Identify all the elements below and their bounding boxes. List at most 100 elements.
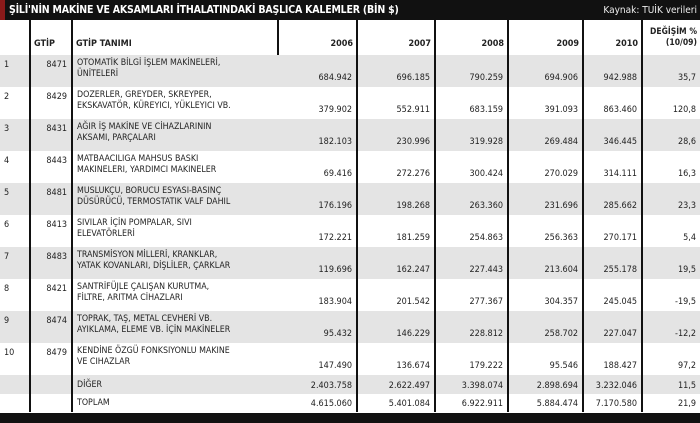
description-line-2: MAKINELERI, YARDIMCI MAKINELER <box>77 165 217 175</box>
value-2010: 285.662 <box>582 183 642 215</box>
header-2006: 2006 <box>277 20 357 55</box>
value-2007: 5.401.084 <box>356 394 435 412</box>
description-line-2: AKSAMI, PARÇALARI <box>77 133 156 143</box>
row-number: 10 <box>4 348 15 358</box>
row-number: 6 <box>4 220 10 230</box>
gtip-code: 8483 <box>29 247 72 279</box>
value-2008: 228.812 <box>434 311 508 343</box>
gtip-code: 8429 <box>29 87 72 119</box>
value-2006: 147.490 <box>318 361 352 371</box>
description-line-1: OTOMATİK BİLGİ İŞLEM MAKİNELERİ, <box>77 58 221 68</box>
value-2007: 552.911 <box>356 87 435 119</box>
value-2007: 272.276 <box>356 151 435 183</box>
table-row: 10 8479 KENDİNE ÖZGÜ FONKSIYONLU MAKINE VE … <box>0 343 700 375</box>
value-2008: 6.922.911 <box>434 394 508 412</box>
gtip-code: 8413 <box>29 215 72 247</box>
header-2010: 2010 <box>582 20 642 55</box>
value-2009: 304.357 <box>507 279 583 311</box>
table-row: 9 8474 TOPRAK, TAŞ, METAL CEVHERİ VB. AYIKL… <box>0 311 700 343</box>
change-percent: 120,8 <box>641 87 700 119</box>
gtip-description: KENDİNE ÖZGÜ FONKSIYONLU MAKINE VE CIHAZL… <box>71 343 278 375</box>
gtip-code: 8431 <box>29 119 72 151</box>
description-line-1: SANTRİFÜJLE ÇALIŞAN KURUTMA, <box>77 282 210 292</box>
row-number: 8 <box>4 284 10 294</box>
value-2008: 179.222 <box>434 343 508 375</box>
description-line-1: AĞIR İŞ MAKİNE VE CİHAZLARININ <box>77 122 212 132</box>
value-2010: 245.045 <box>582 279 642 311</box>
gtip-code: 8443 <box>29 151 72 183</box>
value-2009: 213.604 <box>507 247 583 279</box>
value-2007: 198.268 <box>356 183 435 215</box>
value-2009: 694.906 <box>507 55 583 87</box>
row-number: 7 <box>0 247 30 279</box>
value-2007: 696.185 <box>356 55 435 87</box>
value-2007: 162.247 <box>356 247 435 279</box>
description-line-2: AYIKLAMA, ELEME VB. İÇİN MAKİNELER <box>77 325 231 335</box>
change-percent: 11,5 <box>641 375 700 394</box>
table-row: 1 8471 OTOMATİK BİLGİ İŞLEM MAKİNELERİ, ÜNİ… <box>0 55 700 87</box>
value-2007: 201.542 <box>356 279 435 311</box>
table-row: 3 8431 AĞIR İŞ MAKİNE VE CİHAZLARININ AKSAM… <box>0 119 700 151</box>
header-change-label: DEĞİŞİM % <box>650 27 697 37</box>
header-2008: 2008 <box>434 20 508 55</box>
value-2010: 188.427 <box>582 343 642 375</box>
value-2008: 263.360 <box>434 183 508 215</box>
row-number: 4 <box>4 156 10 166</box>
description-line-2: ELEVATÖRLERİ <box>77 229 135 239</box>
value-2009: 270.029 <box>507 151 583 183</box>
row-number: 1 <box>0 55 30 87</box>
footer-bar <box>0 413 700 423</box>
value-2010: 3.232.046 <box>582 375 642 394</box>
row-number-empty <box>0 394 30 412</box>
gtip-description: DOZERLER, GREYDER, SKREYPER, EKSKAVATÖR, … <box>71 87 278 119</box>
gtip-description: OTOMATİK BİLGİ İŞLEM MAKİNELERİ, ÜNİTELER… <box>71 55 278 87</box>
value-2008: 300.424 <box>434 151 508 183</box>
description-line-2: FİLTRE, ARITMA CİHAZLARI <box>77 293 183 303</box>
description-line-1: SIVILAR İÇİN POMPALAR, SIVI <box>77 218 192 228</box>
value-2006: 172.221 <box>318 233 352 243</box>
total-label: TOPLAM <box>71 394 278 412</box>
value-2010: 227.047 <box>582 311 642 343</box>
header-row: GTİP GTİP TANIMI 2006 2007 2008 2009 201… <box>0 20 700 55</box>
row-number: 2 <box>4 92 10 102</box>
description-line-2: EKSKAVATÖR, KÜREYICI, YÜKLEYICI VB. <box>77 101 231 111</box>
value-2006: 182.103 <box>278 119 357 151</box>
value-2010: 270.171 <box>582 215 642 247</box>
description-line-1: TOPRAK, TAŞ, METAL CEVHERİ VB. <box>77 314 213 324</box>
header-desc: GTİP TANIMI <box>71 20 278 55</box>
gtip-code: 8481 <box>29 183 72 215</box>
value-2010: 346.445 <box>582 119 642 151</box>
change-percent: 35,7 <box>641 55 700 87</box>
description-line-1: MUSLUKÇU, BORUCU ESYASI-BASINÇ <box>77 186 222 196</box>
value-2008: 790.259 <box>434 55 508 87</box>
gtip-description: TOPRAK, TAŞ, METAL CEVHERİ VB. AYIKLAMA, … <box>71 311 278 343</box>
value-2009: 256.363 <box>507 215 583 247</box>
description-line-2: YATAK KOVANLARI, DİŞLİLER, ÇARKLAR <box>77 261 231 271</box>
total-row: TOPLAM 4.615.060 5.401.084 6.922.911 5.884.4… <box>0 394 700 412</box>
value-2008: 254.863 <box>434 215 508 247</box>
gtip-description: AĞIR İŞ MAKİNE VE CİHAZLARININ AKSAMI, PA… <box>71 119 278 151</box>
value-2010: 863.460 <box>582 87 642 119</box>
change-percent: 21,9 <box>641 394 700 412</box>
other-row: DİĞER 2.403.758 2.622.497 3.398.074 2.898.69… <box>0 375 700 394</box>
title-accent <box>0 0 5 20</box>
header-gtip: GTİP <box>29 20 72 55</box>
description-line-1: MATBAACILIGA MAHSUS BASKI <box>77 154 199 164</box>
value-2008: 277.367 <box>434 279 508 311</box>
gtip-code: 8471 <box>29 55 72 87</box>
gtip-description: MATBAACILIGA MAHSUS BASKI MAKINELERI, YAR… <box>71 151 278 183</box>
table-title: ŞİLİ'NİN MAKİNE VE AKSAMLARI İTHALATINDA… <box>9 4 399 16</box>
row-number-empty <box>0 375 30 394</box>
value-2008: 683.159 <box>434 87 508 119</box>
value-2006: 2.403.758 <box>278 375 357 394</box>
table-row: 6 8413 SIVILAR İÇİN POMPALAR, SIVI ELEVATÖR… <box>0 215 700 247</box>
row-number: 3 <box>0 119 30 151</box>
value-2006: 684.942 <box>278 55 357 87</box>
header-2007: 2007 <box>356 20 435 55</box>
change-percent: 28,6 <box>641 119 700 151</box>
value-2009: 269.484 <box>507 119 583 151</box>
table-row: 4 8443 MATBAACILIGA MAHSUS BASKI MAKINELERI… <box>0 151 700 183</box>
title-bar: ŞİLİ'NİN MAKİNE VE AKSAMLARI İTHALATINDA… <box>0 0 700 20</box>
header-change-period: (10/09) <box>665 38 697 48</box>
header-2009: 2009 <box>507 20 583 55</box>
